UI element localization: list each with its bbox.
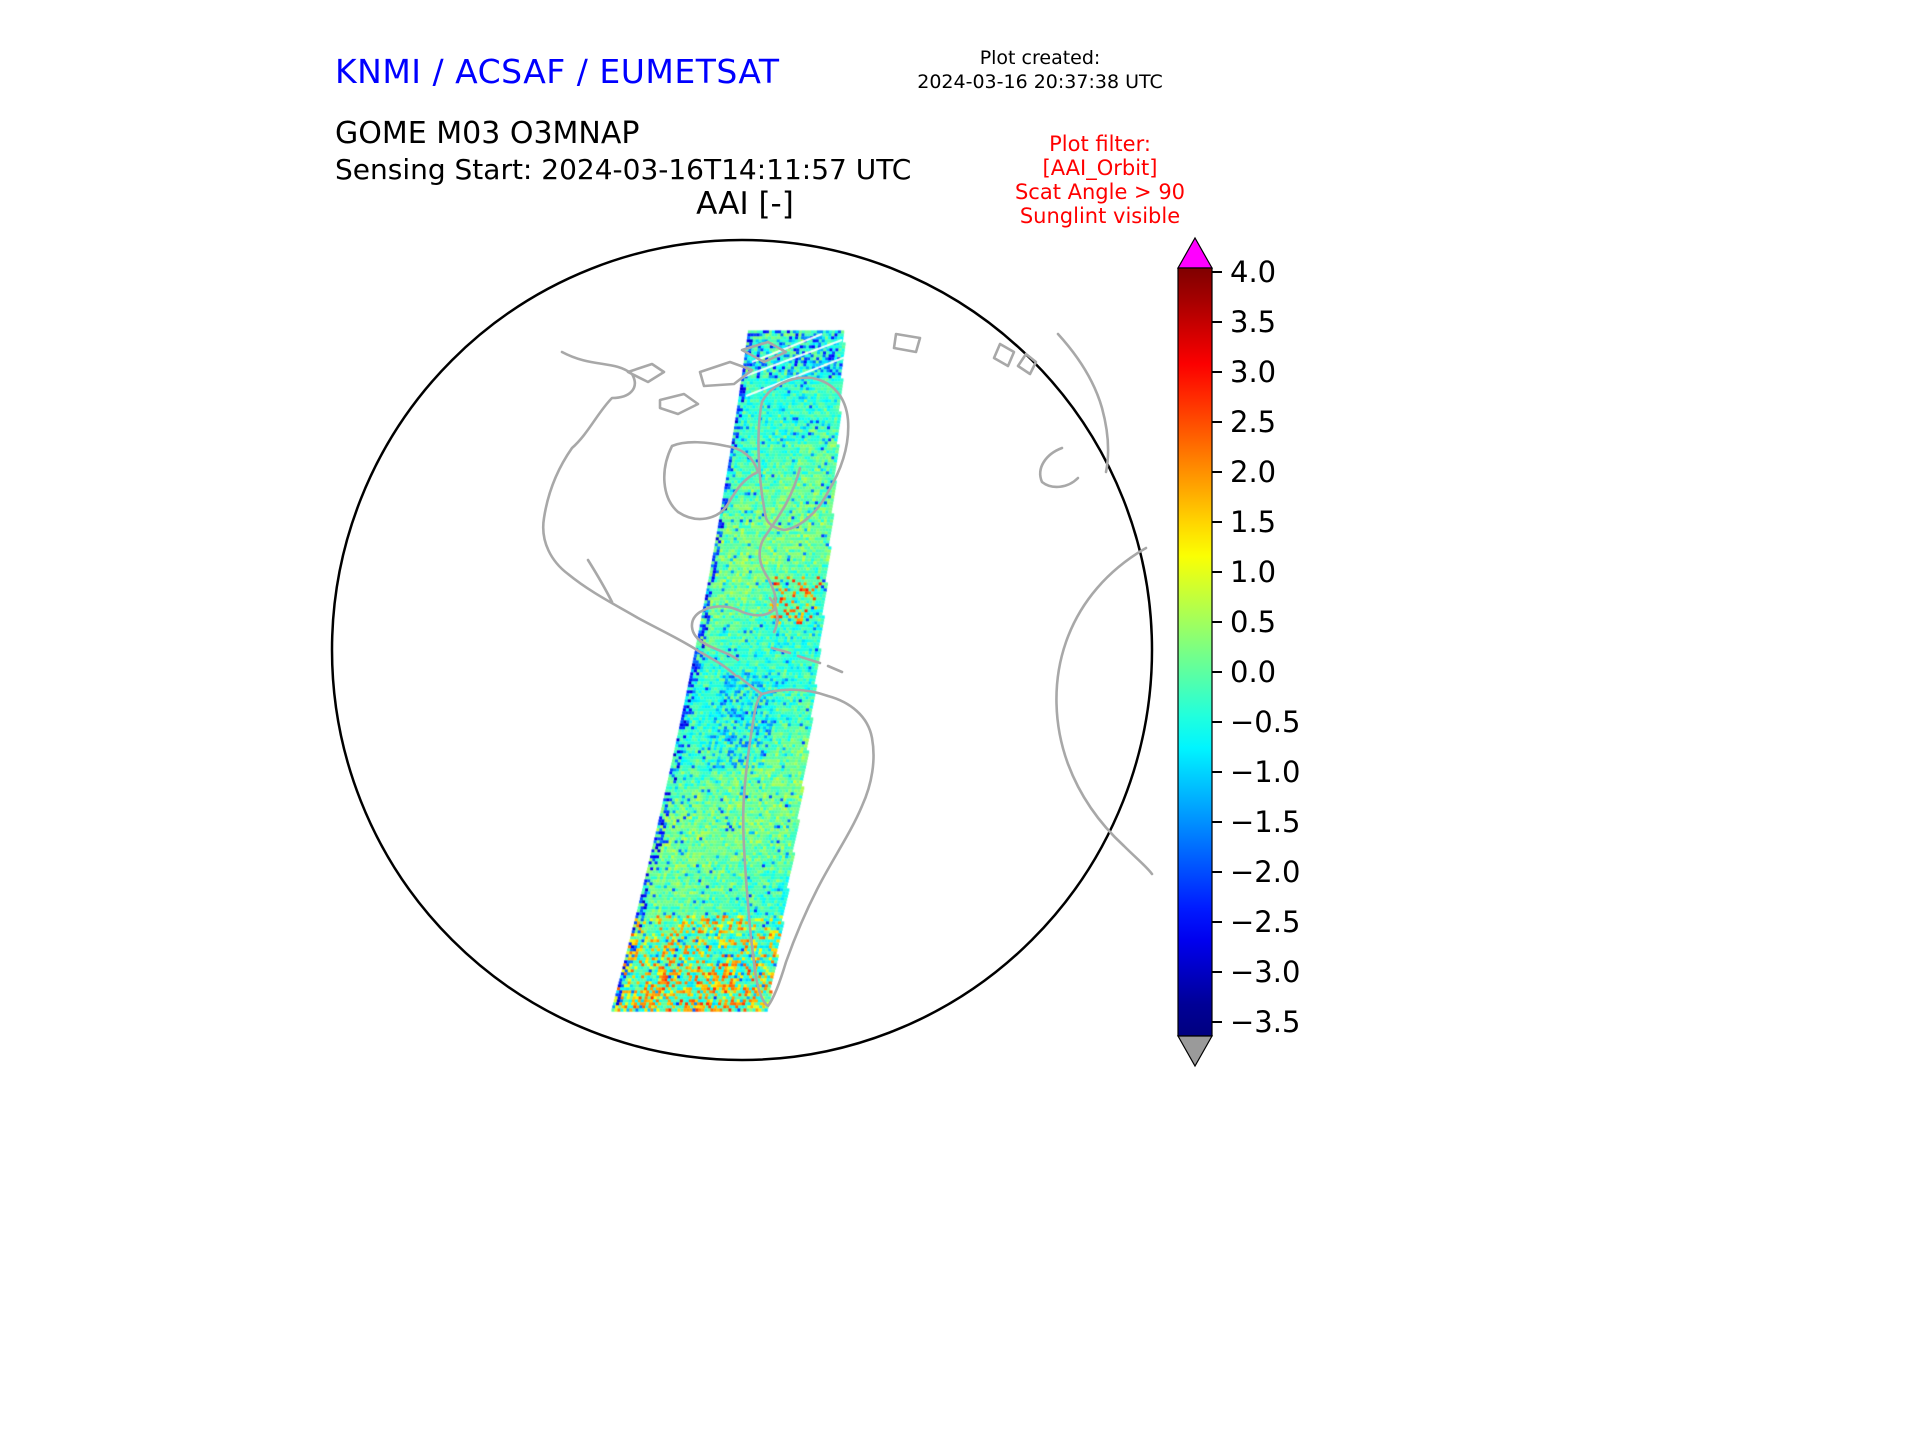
colorbar-tick-label: 2.0 xyxy=(1230,455,1276,489)
colorbar-tick-label: −1.5 xyxy=(1230,805,1300,839)
coastline-uk xyxy=(992,342,1016,368)
coastline-baja xyxy=(586,558,614,604)
colorbar-tick-label: −3.5 xyxy=(1230,1005,1300,1039)
colorbar-tick-label: −1.0 xyxy=(1230,755,1300,789)
coastline-arctic-island xyxy=(698,360,754,388)
plot-filter-sunglint: Sunglint visible xyxy=(1019,204,1181,228)
globe-outline xyxy=(330,238,1154,1062)
coastline-arctic-island xyxy=(626,362,666,384)
colorbar-tick-label: 3.0 xyxy=(1230,355,1276,389)
coastline-ireland xyxy=(1016,352,1038,376)
colorbar-tick-label: −2.0 xyxy=(1230,855,1300,889)
plot-filter: Plot filter: [AAI_Orbit] Scat Angle > 90… xyxy=(980,132,1220,228)
coastline-north-america-west xyxy=(541,350,738,678)
coastline-hudson-bay xyxy=(662,440,760,521)
product-name: GOME M03 O3MNAP xyxy=(335,116,640,151)
plot-created-block: Plot created: 2024-03-16 20:37:38 UTC xyxy=(915,46,1165,94)
colorbar-tick-label: 0.5 xyxy=(1230,605,1276,639)
plot-created-value: 2024-03-16 20:37:38 UTC xyxy=(917,71,1163,93)
colorbar-gradient xyxy=(1177,267,1213,1037)
coastline-arctic-island xyxy=(740,340,788,364)
plot-filter-scat-angle: Scat Angle > 90 xyxy=(1014,180,1186,204)
map-title: AAI [-] xyxy=(696,186,794,222)
coastline-europe-edge xyxy=(1056,332,1110,474)
colorbar-tick-label: 1.0 xyxy=(1230,555,1276,589)
plot-filter-label: Plot filter: xyxy=(1049,132,1151,156)
colorbar-tick-label: 4.0 xyxy=(1230,255,1276,289)
coastlines xyxy=(541,332,1154,1008)
sensing-start: Sensing Start: 2024-03-16T14:11:57 UTC xyxy=(335,153,912,186)
coastline-caribbean-island xyxy=(796,654,822,665)
plot-filter-orbit: [AAI_Orbit] xyxy=(1042,156,1158,180)
coastline-south-america xyxy=(741,688,875,1008)
coastline-greenland xyxy=(757,376,850,532)
coastline-africa-west xyxy=(1055,546,1154,876)
colorbar-tick-label: 3.5 xyxy=(1230,305,1276,339)
organization-title: KNMI / ACSAF / EUMETSAT xyxy=(335,52,780,91)
colorbar-tick-label: −3.0 xyxy=(1230,955,1300,989)
coastline-caribbean-island xyxy=(826,664,844,674)
colorbar-tick-label: −0.5 xyxy=(1230,705,1300,739)
coastline-central-america xyxy=(736,674,764,696)
colorbar-tick-label: 0.0 xyxy=(1230,655,1276,689)
colorbar-under-arrow xyxy=(1176,1035,1214,1068)
coastline-arctic-island xyxy=(658,392,700,416)
coastline-north-america-east xyxy=(690,466,802,662)
colorbar-over-arrow xyxy=(1176,236,1214,269)
coastline-iberia xyxy=(1039,446,1080,489)
coastline-caribbean-island xyxy=(770,646,792,655)
coastline-florida xyxy=(768,596,779,634)
colorbar-tick-label: 2.5 xyxy=(1230,405,1276,439)
colorbar-ticks: 4.0 3.5 3.0 2.5 2.0 1.5 1.0 0.5 0.0 −0.5 −1.0 −1.5 −… xyxy=(1212,255,1300,1039)
colorbar-tick-label: −2.5 xyxy=(1230,905,1300,939)
colorbar-tick-label: 1.5 xyxy=(1230,505,1276,539)
plot-created-label: Plot created: xyxy=(979,47,1101,69)
coastline-iceland xyxy=(892,332,922,354)
colorbar: 4.0 3.5 3.0 2.5 2.0 1.5 1.0 0.5 0.0 −0.5 −1.0 −1.5 −… xyxy=(1176,236,1300,1068)
